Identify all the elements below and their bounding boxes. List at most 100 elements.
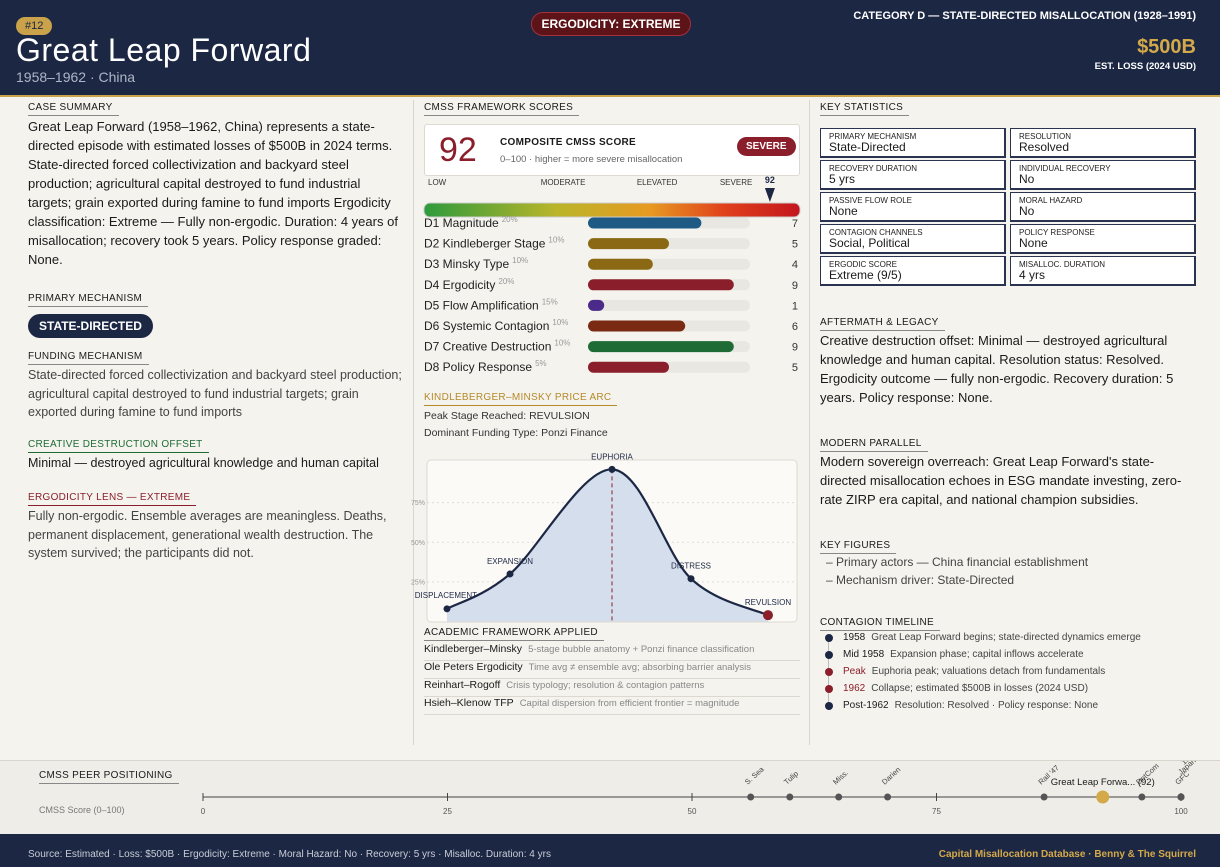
- stat-label: MORAL HAZARD: [1019, 196, 1083, 205]
- timeline-dot: [825, 650, 833, 659]
- timeline-dot: [825, 633, 833, 642]
- case-subtitle: 1958–1962 · China: [16, 69, 136, 85]
- stat-label: INDIVIDUAL RECOVERY: [1019, 164, 1111, 173]
- modern-parallel-text: Modern sovereign overreach: Great Leap F…: [820, 454, 1182, 507]
- stat-cell: CONTAGION CHANNELS Social, Political: [820, 224, 1006, 254]
- bar: [588, 279, 734, 291]
- dimension-weight: 10%: [552, 318, 568, 327]
- gauge-label: ELEVATED: [637, 178, 678, 187]
- peer-point: [1177, 793, 1185, 801]
- stat-cell: PASSIVE FLOW ROLE None: [820, 192, 1006, 222]
- footer-credit: Capital Misallocation Database · Benny &…: [938, 849, 1196, 860]
- point: [608, 465, 616, 473]
- stage-label: DISTRESS: [671, 562, 711, 571]
- timeline-event: Mid 1958 Expansion phase; capital inflows…: [820, 646, 1200, 663]
- section-heading: CMSS PEER POSITIONING: [39, 770, 179, 784]
- stat-cell: PRIMARY MECHANISM State-Directed: [820, 128, 1006, 158]
- bar: [588, 238, 669, 250]
- timeline: 1958 Great Leap Forward begins; state-dir…: [820, 629, 1200, 714]
- loss-value: $500B: [1137, 36, 1196, 58]
- framework-desc: 5-stage bubble anatomy + Ponzi finance c…: [528, 644, 755, 655]
- dimension-weight: 10%: [554, 339, 570, 348]
- loss-label: EST. LOSS (2024 USD): [1094, 61, 1196, 72]
- case-title: Great Leap Forward: [16, 32, 312, 68]
- stat-value: No: [1019, 204, 1035, 218]
- stat-cell: RESOLUTION Resolved: [1010, 128, 1196, 158]
- divider: [413, 100, 414, 745]
- dimension-chart: D1 Magnitude 20% 7D2 Kindleberger Stage 10%…: [424, 215, 798, 374]
- x-tick-label: 50: [688, 807, 697, 816]
- framework-row: Ole Peters Ergodicity Time avg ≠ ensemble…: [424, 661, 800, 679]
- composite-card: 92 COMPOSITE CMSS SCORE 0–100 · higher =…: [424, 124, 800, 176]
- composite-score: 92: [439, 131, 477, 169]
- rank-badge: #12: [16, 17, 53, 35]
- bar: [588, 299, 605, 311]
- dimension-score: 1: [792, 300, 798, 312]
- severity-pill: SEVERE: [737, 137, 796, 156]
- dimension-score: 9: [792, 342, 798, 354]
- stat-value: None: [829, 204, 858, 218]
- section-heading: CMSS FRAMEWORK SCORES: [424, 102, 580, 116]
- timeline-event: Peak Euphoria peak; valuations detach fro…: [820, 663, 1200, 680]
- stat-label: POLICY RESPONSE: [1019, 228, 1095, 237]
- aftermath-text: Creative destruction offset: Minimal — d…: [820, 333, 1174, 405]
- section-heading: FUNDING MECHANISM: [28, 351, 149, 365]
- stage-label: EXPANSION: [487, 557, 533, 566]
- key-figure: – Primary actors — China financial estab…: [826, 555, 1089, 569]
- stat-value: 5 yrs: [829, 172, 856, 186]
- peer-point: [1138, 793, 1146, 801]
- timeline-event: 1958 Great Leap Forward begins; state-dir…: [820, 629, 1200, 646]
- divider: [809, 100, 810, 745]
- timeline-event: Post-1962 Resolution: Resolved · Policy r…: [820, 697, 1200, 714]
- timeline-time: Peak: [843, 666, 866, 677]
- price-arc-chart: 25% 50% 75% DISPLACEMENT EXPANSION EUPHORIA DI…: [411, 452, 798, 623]
- stat-cell: MORAL HAZARD No: [1010, 192, 1196, 222]
- section-heading: CASE SUMMARY: [28, 102, 119, 116]
- bar: [588, 361, 669, 373]
- stat-value: No: [1019, 172, 1035, 186]
- x-tick-label: 75: [932, 807, 941, 816]
- stat-cell: RECOVERY DURATION 5 yrs: [820, 160, 1006, 190]
- gauge-label: LOW: [428, 178, 447, 187]
- x-tick-label: 0: [201, 807, 206, 816]
- creative-text: Minimal — destroyed agricultural knowled…: [28, 456, 379, 470]
- peer-point: [835, 793, 843, 801]
- axis-label: CMSS Score (0–100): [39, 805, 125, 815]
- funding-text: State-directed forced collectivization a…: [28, 368, 402, 419]
- dimension-weight: 5%: [535, 359, 547, 368]
- framework-desc: Capital dispersion from efficient fronti…: [519, 698, 740, 709]
- highlight-point: [1096, 790, 1110, 804]
- stat-cell: MISALLOC. DURATION 4 yrs: [1010, 256, 1196, 286]
- dimension-name: D7 Creative Destruction: [424, 340, 551, 354]
- dimension-name: D2 Kindleberger Stage: [424, 237, 546, 251]
- framework-name: Ole Peters Ergodicity: [424, 661, 523, 673]
- dimension-score: 4: [792, 259, 798, 271]
- bar: [588, 341, 734, 353]
- timeline-time: 1962: [843, 683, 866, 694]
- header: #12 Great Leap Forward 1958–1962 · China…: [0, 0, 1220, 97]
- stat-label: ERGODIC SCORE: [829, 260, 898, 269]
- peer-point: [786, 793, 794, 801]
- point: [763, 610, 773, 621]
- peer-point: [884, 793, 892, 801]
- dimension-score: 7: [792, 218, 798, 230]
- dimension-weight: 20%: [502, 215, 518, 224]
- stat-value: State-Directed: [829, 140, 906, 154]
- dimension-name: D8 Policy Response: [424, 360, 532, 374]
- dimension-weight: 10%: [548, 236, 564, 245]
- gauge-marker-label: 92: [765, 175, 775, 185]
- section-heading: ERGODICITY LENS — EXTREME: [28, 492, 197, 506]
- peer-label: Tulip: [782, 769, 800, 786]
- gauge-bar: [423, 202, 801, 218]
- ergodicity-text: Fully non-ergodic. Ensemble averages are…: [28, 509, 387, 560]
- timeline-text: Expansion phase; capital inflows acceler…: [890, 649, 1084, 660]
- x-tick-label: 25: [443, 807, 452, 816]
- stat-label: MISALLOC. DURATION: [1019, 260, 1106, 269]
- stat-label: PASSIVE FLOW ROLE: [829, 196, 912, 205]
- point: [687, 575, 695, 583]
- framework-row: Kindleberger–Minsky 5-stage bubble anatom…: [424, 643, 800, 661]
- section-heading: KINDLEBERGER–MINSKY PRICE ARC: [424, 392, 618, 406]
- dimension-name: D4 Ergodicity: [424, 278, 495, 292]
- timeline-text: Resolution: Resolved · Policy response: …: [894, 700, 1099, 711]
